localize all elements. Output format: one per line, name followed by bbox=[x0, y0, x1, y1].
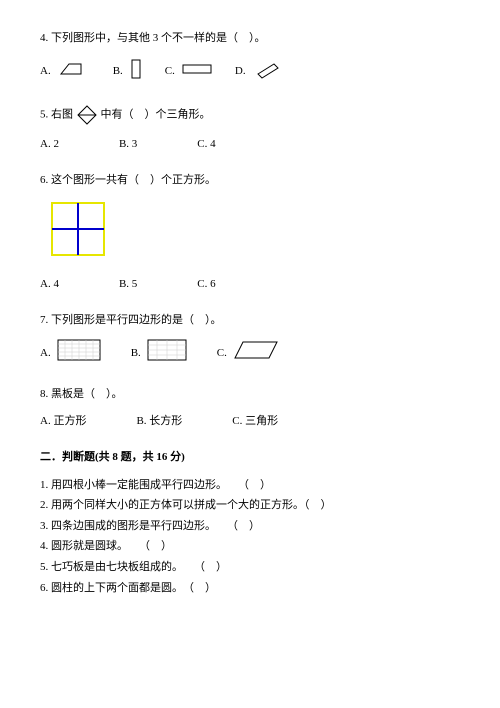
q6-opt-b: B. 5 bbox=[119, 276, 137, 294]
q4-opt-b-label: B. bbox=[113, 63, 123, 81]
horizontal-rect-icon bbox=[181, 62, 215, 83]
q8-text: 8. 黑板是（ ）。 bbox=[40, 386, 460, 404]
question-6: 6. 这个图形一共有（ ）个正方形。 A. 4 B. 5 C. 6 bbox=[40, 172, 460, 294]
q7-opt-b: B. bbox=[131, 339, 187, 368]
q7-opt-a: A. bbox=[40, 339, 101, 368]
q5-text: 5. 右图 中有（ ）个三角形。 bbox=[40, 104, 460, 126]
q4-opt-a: A. bbox=[40, 60, 93, 85]
tilted-rect-icon bbox=[252, 58, 282, 87]
q7-text: 7. 下列图形是平行四边形的是（ ）。 bbox=[40, 312, 460, 330]
question-7: 7. 下列图形是平行四边形的是（ ）。 A. B. bbox=[40, 312, 460, 368]
q7-opt-c-label: C. bbox=[217, 345, 227, 363]
q8-opt-b: B. 长方形 bbox=[136, 413, 182, 431]
diamond-icon bbox=[76, 104, 98, 126]
q4-opt-c: C. bbox=[165, 62, 215, 83]
judge-item-4: 4. 圆形就是圆球。 （ ） bbox=[40, 538, 460, 556]
question-4: 4. 下列图形中，与其他 3 个不一样的是（ ）。 A. B. C. D. bbox=[40, 30, 460, 86]
q7-opt-c: C. bbox=[217, 339, 279, 368]
grid-rect-b-icon bbox=[147, 339, 187, 368]
q7-opt-a-label: A. bbox=[40, 345, 51, 363]
q4-opt-d: D. bbox=[235, 58, 282, 87]
judge-item-1: 1. 用四根小棒一定能围成平行四边形。 （ ） bbox=[40, 477, 460, 495]
judge-item-6: 6. 圆柱的上下两个面都是圆。 （ ） bbox=[40, 580, 460, 598]
q4-opt-a-label: A. bbox=[40, 63, 51, 81]
q4-opt-c-label: C. bbox=[165, 63, 175, 81]
question-5: 5. 右图 中有（ ）个三角形。 A. 2 B. 3 C. 4 bbox=[40, 104, 460, 154]
q5-suffix: 中有（ ）个三角形。 bbox=[101, 109, 211, 121]
section-2-header: 二．判断题(共 8 题，共 16 分) bbox=[40, 449, 460, 467]
judge-item-5: 5. 七巧板是由七块板组成的。 （ ） bbox=[40, 559, 460, 577]
q8-opt-c: C. 三角形 bbox=[232, 413, 278, 431]
q4-text: 4. 下列图形中，与其他 3 个不一样的是（ ）。 bbox=[40, 30, 460, 48]
vertical-rect-icon bbox=[129, 58, 145, 87]
trapezoid-icon bbox=[57, 60, 93, 85]
parallelogram-icon bbox=[233, 339, 279, 368]
q5-opt-a: A. 2 bbox=[40, 136, 59, 154]
q6-text: 6. 这个图形一共有（ ）个正方形。 bbox=[40, 172, 460, 190]
squares-grid-icon bbox=[50, 201, 106, 257]
judgment-list: 1. 用四根小棒一定能围成平行四边形。 （ ） 2. 用两个同样大小的正方体可以… bbox=[40, 477, 460, 598]
grid-rect-a-icon bbox=[57, 339, 101, 368]
q7-opt-b-label: B. bbox=[131, 345, 141, 363]
q6-options: A. 4 B. 5 C. 6 bbox=[40, 276, 460, 294]
q6-opt-c: C. 6 bbox=[197, 276, 215, 294]
judge-item-3: 3. 四条边围成的图形是平行四边形。 （ ） bbox=[40, 518, 460, 536]
q5-options: A. 2 B. 3 C. 4 bbox=[40, 136, 460, 154]
q4-opt-b: B. bbox=[113, 58, 145, 87]
question-8: 8. 黑板是（ ）。 A. 正方形 B. 长方形 C. 三角形 bbox=[40, 386, 460, 431]
judge-item-2: 2. 用两个同样大小的正方体可以拼成一个大的正方形。（ ） bbox=[40, 497, 460, 515]
q8-opt-a: A. 正方形 bbox=[40, 413, 86, 431]
q5-opt-c: C. 4 bbox=[197, 136, 215, 154]
q5-opt-b: B. 3 bbox=[119, 136, 137, 154]
q5-prefix: 5. 右图 bbox=[40, 109, 73, 121]
q4-opt-d-label: D. bbox=[235, 63, 246, 81]
q7-options: A. B. bbox=[40, 339, 460, 368]
q8-options: A. 正方形 B. 长方形 C. 三角形 bbox=[40, 413, 460, 431]
q4-options: A. B. C. D. bbox=[40, 58, 460, 87]
q6-figure bbox=[50, 201, 460, 264]
q6-opt-a: A. 4 bbox=[40, 276, 59, 294]
